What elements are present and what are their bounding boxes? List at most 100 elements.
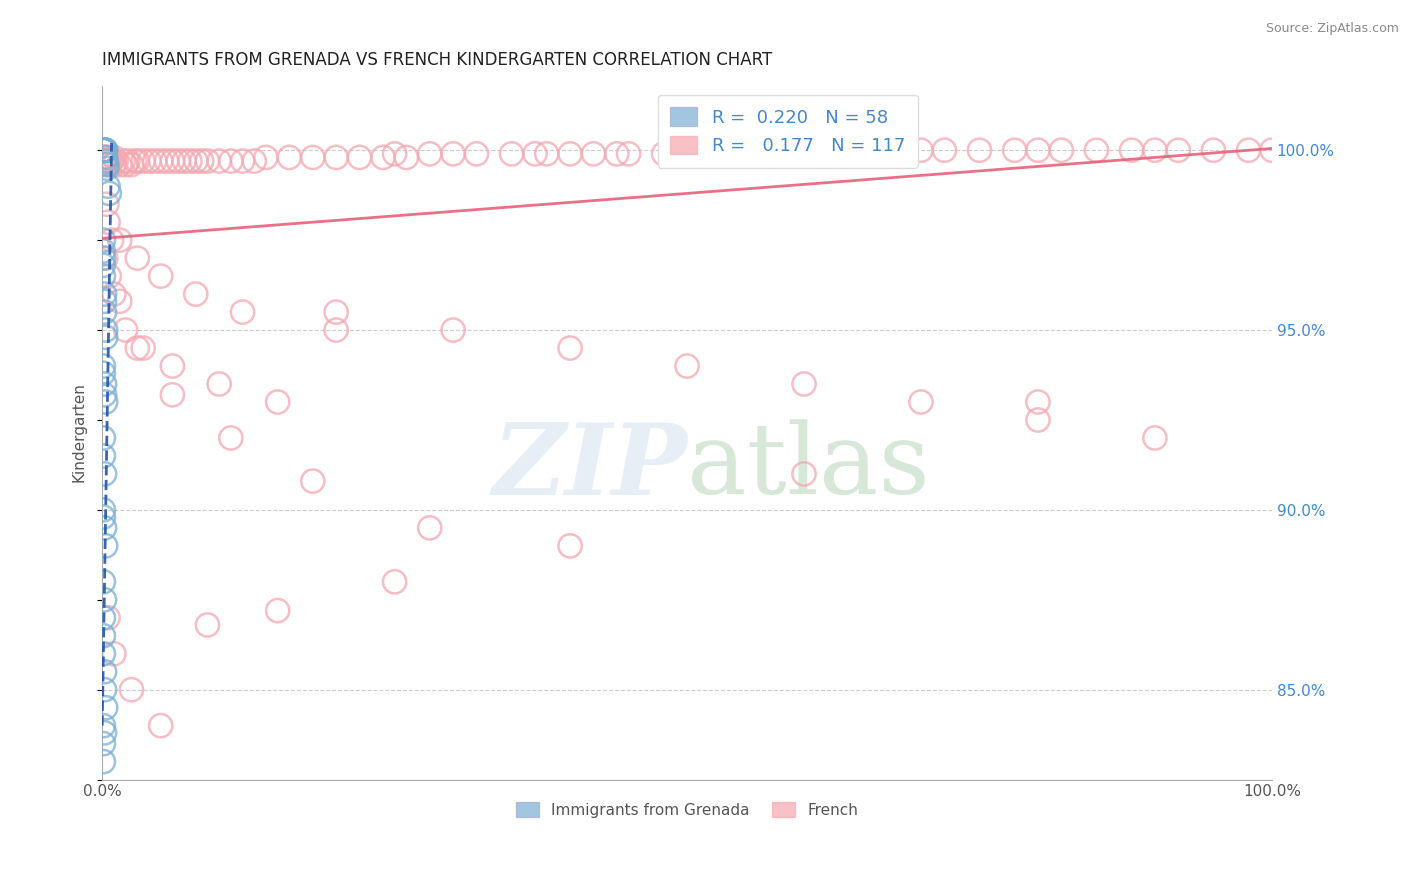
Point: [384, 574, 406, 589]
Point: [93, 143, 115, 157]
Point: [132, 341, 155, 355]
Point: [173, 154, 195, 169]
Point: [179, 154, 201, 169]
Point: [94, 251, 117, 265]
Point: [127, 251, 149, 265]
Point: [100, 154, 122, 169]
Point: [219, 154, 242, 169]
Point: [93, 574, 115, 589]
Point: [93, 647, 115, 661]
Point: [94, 154, 117, 169]
Point: [93, 359, 115, 373]
Point: [94, 330, 117, 344]
Point: [243, 154, 266, 169]
Point: [97, 215, 120, 229]
Text: IMMIGRANTS FROM GRENADA VS FRENCH KINDERGARTEN CORRELATION CHART: IMMIGRANTS FROM GRENADA VS FRENCH KINDER…: [103, 51, 772, 69]
Point: [1237, 143, 1260, 157]
Point: [93, 143, 115, 157]
Point: [93, 294, 115, 309]
Point: [93, 510, 115, 524]
Point: [266, 604, 288, 618]
Point: [93, 665, 115, 679]
Point: [97, 151, 120, 165]
Point: [112, 154, 135, 169]
Point: [582, 146, 605, 161]
Point: [93, 737, 115, 751]
Point: [197, 154, 219, 169]
Point: [208, 154, 231, 169]
Point: [93, 431, 115, 445]
Point: [536, 146, 558, 161]
Point: [1004, 143, 1026, 157]
Point: [94, 151, 117, 165]
Point: [465, 146, 488, 161]
Point: [94, 154, 117, 169]
Point: [93, 388, 115, 402]
Point: [325, 323, 347, 337]
Point: [127, 154, 149, 169]
Point: [93, 151, 115, 165]
Point: [93, 154, 115, 169]
Point: [94, 323, 117, 337]
Point: [558, 341, 581, 355]
Point: [93, 143, 115, 157]
Point: [1121, 143, 1143, 157]
Point: [94, 700, 117, 714]
Point: [93, 503, 115, 517]
Point: [441, 146, 464, 161]
Point: [96, 197, 118, 211]
Point: [94, 151, 117, 165]
Point: [162, 154, 184, 169]
Point: [501, 146, 523, 161]
Point: [301, 151, 323, 165]
Text: atlas: atlas: [688, 419, 929, 516]
Point: [120, 682, 142, 697]
Point: [769, 146, 792, 161]
Point: [301, 474, 323, 488]
Point: [103, 158, 125, 172]
Point: [149, 719, 172, 733]
Point: [93, 719, 115, 733]
Point: [699, 146, 721, 161]
Point: [108, 233, 131, 247]
Point: [1143, 143, 1166, 157]
Point: [98, 186, 121, 201]
Point: [1202, 143, 1225, 157]
Point: [103, 287, 125, 301]
Point: [93, 143, 115, 157]
Point: [1167, 143, 1189, 157]
Point: [266, 395, 288, 409]
Point: [93, 143, 115, 157]
Point: [1026, 413, 1049, 427]
Point: [96, 154, 118, 169]
Point: [652, 146, 675, 161]
Point: [93, 305, 115, 319]
Legend: Immigrants from Grenada, French: Immigrants from Grenada, French: [509, 797, 865, 824]
Point: [93, 366, 115, 380]
Point: [606, 146, 628, 161]
Point: [254, 151, 277, 165]
Point: [96, 161, 118, 176]
Point: [910, 395, 932, 409]
Point: [93, 629, 115, 643]
Point: [1085, 143, 1108, 157]
Point: [167, 154, 190, 169]
Point: [1026, 395, 1049, 409]
Point: [93, 592, 115, 607]
Point: [94, 395, 117, 409]
Point: [93, 682, 115, 697]
Point: [132, 154, 155, 169]
Point: [184, 287, 207, 301]
Point: [114, 323, 136, 337]
Point: [155, 154, 177, 169]
Point: [93, 521, 115, 535]
Point: [1026, 143, 1049, 157]
Point: [558, 539, 581, 553]
Point: [934, 143, 956, 157]
Point: [93, 251, 115, 265]
Point: [93, 244, 115, 258]
Point: [851, 143, 873, 157]
Point: [98, 269, 121, 284]
Point: [108, 158, 131, 172]
Point: [219, 431, 242, 445]
